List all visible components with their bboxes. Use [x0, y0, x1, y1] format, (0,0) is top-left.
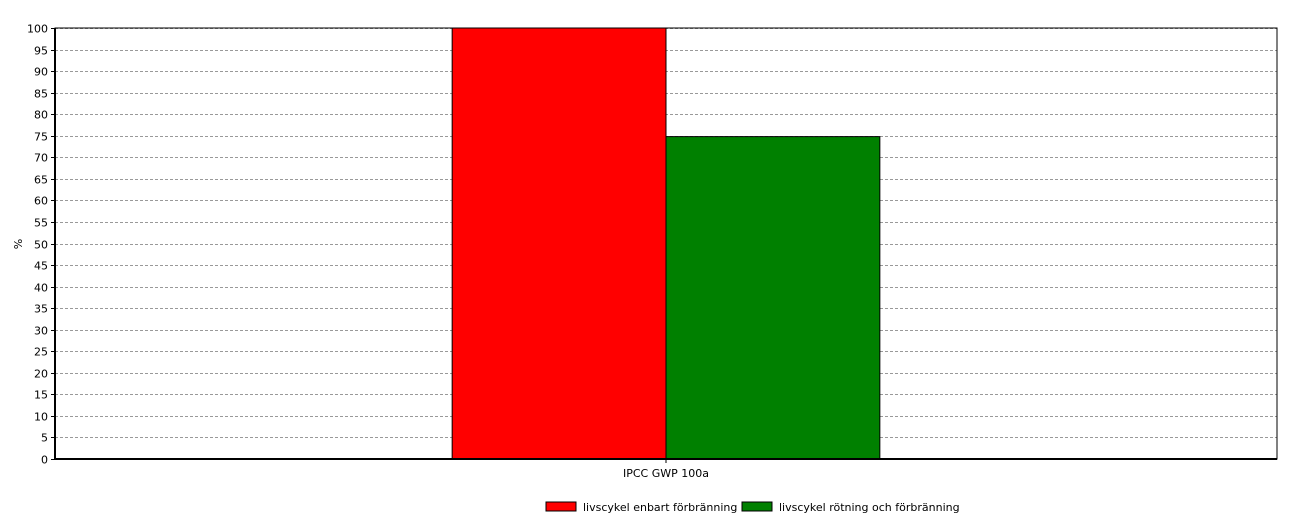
y-tick-label: 55 — [34, 217, 48, 230]
y-tick-label: 50 — [34, 239, 48, 252]
x-axis-ticks: IPCC GWP 100a — [623, 459, 709, 480]
bar-1[interactable] — [665, 136, 881, 460]
y-tick-label: 20 — [34, 368, 48, 381]
y-tick-label: 40 — [34, 282, 48, 295]
y-tick-label: 100 — [27, 23, 48, 36]
y-tick-label: 95 — [34, 45, 48, 58]
y-tick-label: 45 — [34, 260, 48, 273]
y-tick-label: 30 — [34, 325, 48, 338]
y-tick-label: 60 — [34, 195, 48, 208]
y-tick-label: 65 — [34, 174, 48, 187]
legend-swatch-0 — [545, 501, 577, 512]
y-tick-label: 70 — [34, 152, 48, 165]
y-tick-label: 90 — [34, 66, 48, 79]
y-tick-label: 0 — [41, 454, 48, 467]
legend-label-1: livscykel rötning och förbränning — [779, 501, 960, 514]
y-tick-label: 75 — [34, 131, 48, 144]
y-axis-ticks: 0 5 10 15 20 25 30 35 40 45 50 55 60 65 70 75 80 85 90 95 10… — [27, 23, 55, 467]
y-tick-label: 85 — [34, 88, 48, 101]
y-tick-label: 10 — [34, 411, 48, 424]
y-tick-label: 5 — [41, 432, 48, 445]
y-tick-label: 35 — [34, 303, 48, 316]
legend-label-0: livscykel enbart förbränning — [583, 501, 737, 514]
legend-swatch-1 — [741, 501, 773, 512]
y-tick-label: 80 — [34, 109, 48, 122]
bars — [451, 27, 881, 460]
y-tick-label: 15 — [34, 389, 48, 402]
bar-0[interactable] — [451, 27, 667, 460]
y-axis-label: % — [12, 239, 25, 249]
y-tick-label: 25 — [34, 346, 48, 359]
x-tick-label: IPCC GWP 100a — [623, 467, 709, 480]
legend: livscykel enbart förbränning livscykel rö… — [545, 501, 960, 514]
